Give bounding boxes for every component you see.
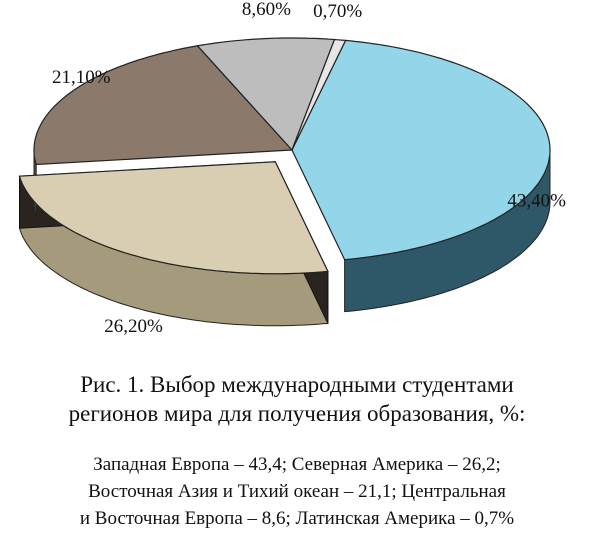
value-label: 26,20% [104, 316, 163, 337]
value-label: 8,60% [242, 0, 291, 20]
note: и Восточная Европа – 8,6; Латинская Амер… [80, 508, 514, 529]
note: Западная Европа – 43,4; Северная Америка… [93, 454, 501, 475]
slice-top [18, 161, 329, 275]
slice-top [196, 37, 336, 152]
slice-top [291, 39, 551, 261]
value-label: 43,40% [507, 191, 566, 212]
caption: регионов мира для получения образования,… [69, 401, 526, 426]
value-label: 0,70% [313, 1, 362, 22]
note: Восточная Азия и Тихий океан – 21,1; Цен… [88, 481, 506, 502]
slice-top [291, 38, 347, 151]
caption: Рис. 1. Выбор международными студентами [80, 372, 513, 397]
slice-top [33, 45, 294, 166]
value-label: 21,10% [52, 67, 111, 88]
